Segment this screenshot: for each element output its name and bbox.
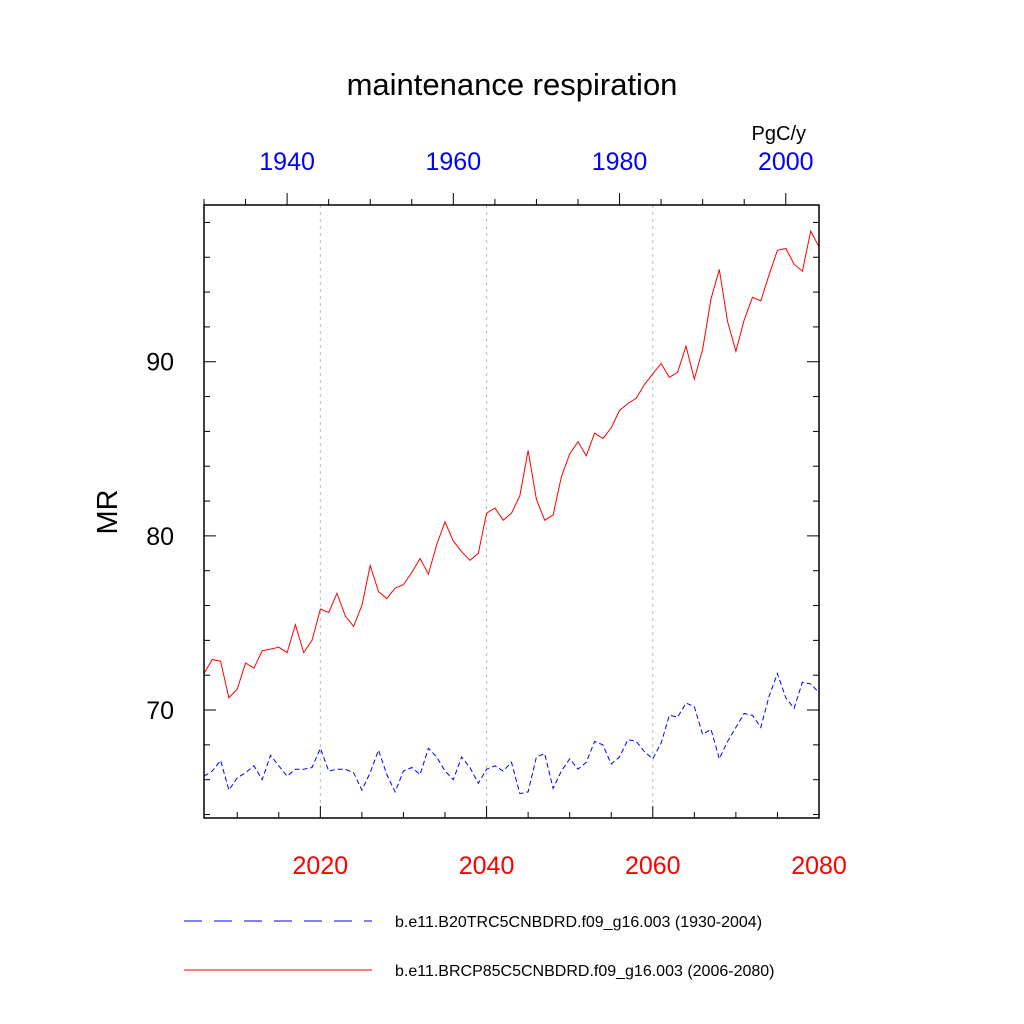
plot-frame [203,204,820,819]
units-label: PgC/y [752,123,806,145]
y-tick-label: 80 [146,523,174,551]
bottom-tick-label: 2040 [459,852,515,880]
y-tick-label: 90 [146,349,174,377]
legend: b.e11.B20TRC5CNBDRD.f09_g16.003 (1930-20… [184,914,774,980]
legend-label: b.e11.B20TRC5CNBDRD.f09_g16.003 (1930-20… [395,914,762,931]
axes: 2020 2040 2060 2080 1940 1960 1980 2000 70 80 90 [146,148,847,880]
grid-lines [319,205,654,818]
chart-title: maintenance respiration [347,67,678,102]
legend-label: b.e11.BRCP85C5CNBDRD.f09_g16.003 (2006-2… [395,963,774,980]
bottom-tick-label: 2060 [625,852,681,880]
top-tick-label: 1980 [592,148,648,176]
y-axis-label: MR [92,489,124,534]
bottom-tick-label: 2080 [791,852,847,880]
top-tick-label: 2000 [758,148,814,176]
y-tick-label: 70 [146,697,174,725]
top-tick-label: 1940 [259,148,315,176]
series-lines [203,229,820,795]
series-line [203,229,820,699]
series-line [203,672,820,795]
top-tick-label: 1960 [426,148,482,176]
bottom-tick-label: 2020 [293,852,349,880]
